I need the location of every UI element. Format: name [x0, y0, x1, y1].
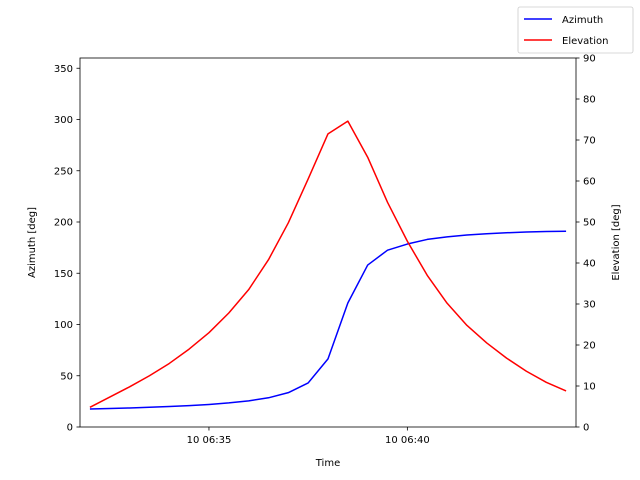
x-axis-ticks: 10 06:35 10 06:40	[187, 427, 430, 446]
legend-label-azimuth: Azimuth	[562, 15, 603, 26]
y-right-tick-label: 20	[583, 341, 596, 352]
series-lines	[89, 120, 567, 410]
y-left-tick-label: 100	[54, 320, 73, 331]
x-axis-label: Time	[315, 458, 340, 469]
y-left-tick-label: 0	[67, 423, 73, 434]
y-right-tick-label: 30	[583, 300, 596, 311]
y-right-tick-label: 80	[583, 95, 596, 106]
legend: Azimuth Elevation	[517, 6, 634, 54]
series-line-azimuth	[89, 230, 567, 410]
y-left-tick-label: 200	[54, 218, 73, 229]
plot-frame	[79, 57, 577, 428]
y-right-tick-label: 60	[583, 177, 596, 188]
series-line-elevation	[89, 120, 567, 408]
x-tick-label: 10 06:40	[385, 435, 430, 446]
y-axis-right-ticks: 0 10 20 30 40 50 60 70 80 90	[576, 54, 596, 434]
y-left-tick-label: 250	[54, 166, 73, 177]
y-left-tick-label: 350	[54, 64, 73, 75]
y-right-tick-label: 0	[583, 423, 589, 434]
x-tick-label: 10 06:35	[187, 435, 232, 446]
y-left-tick-label: 300	[54, 115, 73, 126]
legend-label-elevation: Elevation	[562, 36, 608, 47]
y-right-tick-label: 90	[583, 54, 596, 65]
y-left-tick-label: 150	[54, 269, 73, 280]
y-right-tick-label: 40	[583, 259, 596, 270]
y-axis-left-ticks: 0 50 100 150 200 250 300 350	[54, 64, 80, 434]
y-right-tick-label: 10	[583, 382, 596, 393]
y-right-tick-label: 70	[583, 136, 596, 147]
y-right-tick-label: 50	[583, 218, 596, 229]
y-axis-right-label: Elevation [deg]	[611, 204, 622, 280]
y-axis-left-label: Azimuth [deg]	[27, 207, 38, 278]
y-left-tick-label: 50	[60, 371, 73, 382]
